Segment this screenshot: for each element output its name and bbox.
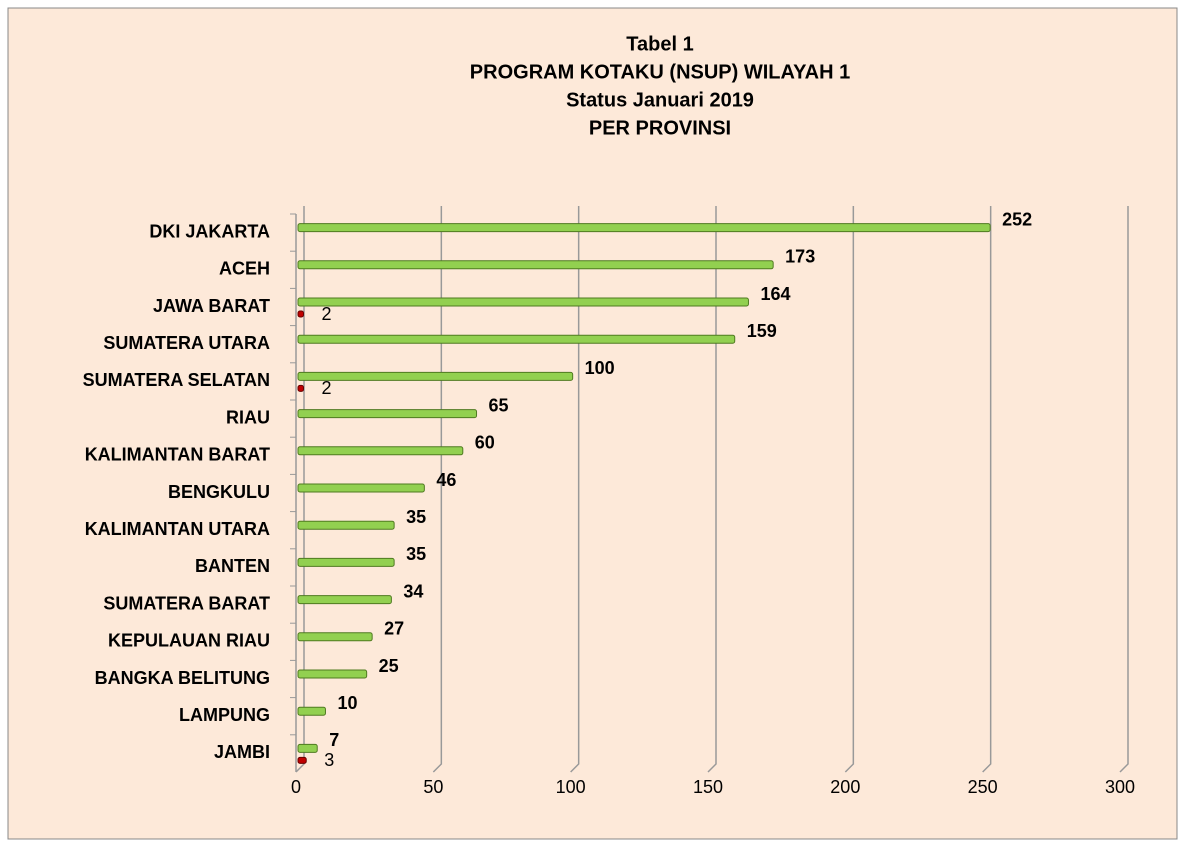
y-tick-label: BANTEN — [195, 556, 270, 576]
x-tick-label: 50 — [423, 777, 443, 797]
grid-line — [570, 206, 580, 773]
bar — [297, 669, 368, 679]
grid-line — [982, 206, 992, 773]
value-label: 34 — [403, 581, 423, 601]
x-tick-label: 300 — [1105, 777, 1135, 797]
bar — [297, 520, 395, 530]
y-tick-label: JAWA BARAT — [153, 296, 270, 316]
value-label: 25 — [379, 656, 399, 676]
bar — [297, 371, 574, 381]
chart-title: Status Januari 2019 — [566, 89, 754, 111]
value-label: 65 — [489, 395, 509, 415]
value-label: 27 — [384, 619, 404, 639]
x-tick-label: 200 — [830, 777, 860, 797]
chart-background — [7, 7, 1178, 840]
chart-title: PROGRAM KOTAKU (NSUP) WILAYAH 1 — [470, 61, 850, 83]
bar — [297, 260, 774, 270]
value-label: 2 — [321, 378, 331, 398]
chart-title: Tabel 1 — [626, 33, 693, 55]
y-tick-label: SUMATERA BARAT — [103, 593, 270, 613]
value-label: 10 — [337, 693, 357, 713]
grid-line — [432, 206, 443, 773]
bar — [297, 310, 304, 318]
value-label: 100 — [585, 358, 615, 378]
y-tick-label: ACEH — [219, 259, 270, 279]
y-tick-label: BANGKA BELITUNG — [95, 668, 270, 688]
y-tick-label: BENGKULU — [168, 482, 270, 502]
bar — [297, 483, 425, 493]
x-tick-label: 150 — [693, 777, 723, 797]
bar — [297, 756, 307, 764]
y-tick-label: LAMPUNG — [179, 705, 270, 725]
y-tick-label: DKI JAKARTA — [149, 221, 270, 241]
bar — [297, 223, 991, 233]
bar — [297, 334, 736, 344]
chart-title: PER PROVINSI — [589, 117, 731, 139]
bar — [297, 743, 318, 753]
value-label: 35 — [406, 507, 426, 527]
value-label: 173 — [785, 247, 815, 267]
value-label: 2 — [321, 304, 331, 324]
y-tick-label: KEPULAUAN RIAU — [108, 631, 270, 651]
x-tick-label: 250 — [968, 777, 998, 797]
y-tick-label: SUMATERA SELATAN — [83, 370, 270, 390]
x-tick-label: 100 — [556, 777, 586, 797]
value-label: 252 — [1002, 209, 1032, 229]
value-label: 164 — [760, 284, 790, 304]
x-tick-label: 0 — [291, 777, 301, 797]
grid-line — [707, 206, 717, 773]
bar — [297, 557, 395, 567]
y-tick-label: KALIMANTAN BARAT — [85, 445, 270, 465]
y-tick-label: KALIMANTAN UTARA — [85, 519, 270, 539]
bar — [297, 446, 464, 456]
grid-line — [295, 206, 305, 773]
y-tick-label: RIAU — [226, 407, 270, 427]
value-label: 159 — [747, 321, 777, 341]
bar — [297, 595, 392, 605]
value-label: 7 — [329, 730, 339, 750]
value-label: 3 — [324, 750, 334, 770]
bar — [297, 706, 326, 716]
bar — [297, 409, 478, 419]
bar — [297, 384, 304, 392]
y-tick-label: SUMATERA UTARA — [103, 333, 270, 353]
grid-line — [844, 206, 855, 773]
bar — [297, 297, 749, 307]
value-label: 35 — [406, 544, 426, 564]
value-label: 46 — [436, 470, 456, 490]
grid-line — [1119, 206, 1129, 773]
y-tick-label: JAMBI — [214, 742, 270, 762]
bar — [297, 632, 373, 642]
value-label: 60 — [475, 433, 495, 453]
